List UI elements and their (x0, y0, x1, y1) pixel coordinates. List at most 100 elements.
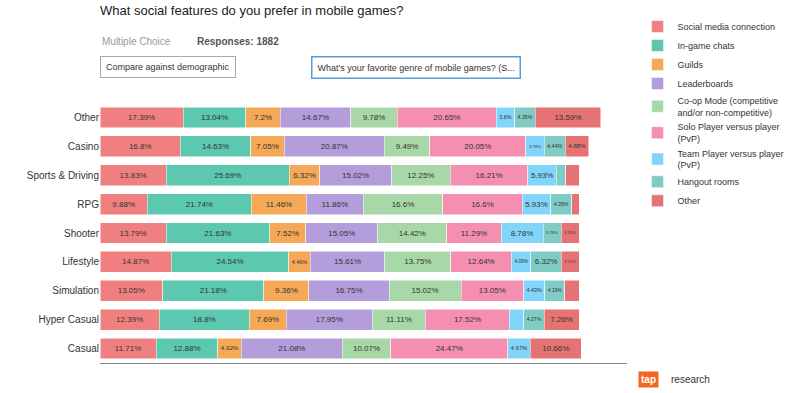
svg-text:Other: Other (678, 196, 701, 206)
svg-text:7.52%: 7.52% (276, 229, 299, 238)
svg-text:In-game chats: In-game chats (678, 41, 736, 51)
svg-text:4.92%: 4.92% (221, 344, 239, 351)
svg-text:21.18%: 21.18% (200, 286, 227, 295)
svg-text:Other: Other (74, 112, 100, 123)
svg-text:12.64%: 12.64% (468, 257, 495, 266)
svg-text:3.8%: 3.8% (499, 114, 511, 120)
svg-text:3.76%: 3.76% (546, 230, 558, 235)
svg-text:11.86%: 11.86% (322, 200, 349, 209)
svg-text:16.21%: 16.21% (476, 171, 503, 180)
svg-text:21.74%: 21.74% (186, 200, 213, 209)
svg-text:What social features do you pr: What social features do you prefer in mo… (100, 3, 404, 18)
svg-text:17.52%: 17.52% (454, 315, 481, 324)
svg-text:24.47%: 24.47% (436, 344, 463, 353)
svg-text:Hyper Casual: Hyper Casual (38, 314, 99, 325)
svg-text:17.95%: 17.95% (316, 315, 343, 324)
svg-text:Multiple Choice: Multiple Choice (102, 36, 171, 47)
svg-text:11.29%: 11.29% (461, 229, 488, 238)
svg-text:16.6%: 16.6% (392, 200, 415, 209)
svg-text:Sports & Driving: Sports & Driving (27, 170, 99, 181)
svg-text:14.42%: 14.42% (399, 229, 426, 238)
svg-text:Co-op Mode (competitiveand/or: Co-op Mode (competitiveand/or non-compet… (678, 96, 779, 118)
svg-text:14.63%: 14.63% (202, 142, 229, 151)
svg-text:11.11%: 11.11% (386, 315, 412, 324)
svg-text:Team Player versus player(PvP): Team Player versus player(PvP) (678, 149, 784, 171)
svg-text:9.78%: 9.78% (363, 113, 386, 122)
svg-text:4.09%: 4.09% (514, 259, 528, 264)
svg-text:10.66%: 10.66% (542, 344, 569, 353)
svg-text:Leaderboards: Leaderboards (678, 79, 734, 89)
svg-text:8.78%: 8.78% (511, 229, 534, 238)
svg-text:3.72%: 3.72% (564, 259, 576, 264)
svg-text:20.05%: 20.05% (464, 142, 491, 151)
svg-text:Simulation: Simulation (52, 285, 99, 296)
svg-text:4.35%: 4.35% (518, 114, 533, 120)
svg-text:4.43%: 4.43% (527, 287, 542, 293)
svg-text:3.76%: 3.76% (564, 230, 576, 235)
svg-text:Guilds: Guilds (678, 60, 704, 70)
svg-text:3.79%: 3.79% (529, 144, 541, 149)
svg-text:15.61%: 15.61% (334, 257, 361, 266)
svg-text:16.75%: 16.75% (335, 286, 362, 295)
svg-text:4.67%: 4.67% (511, 345, 527, 351)
svg-text:16.8%: 16.8% (129, 142, 152, 151)
svg-text:21.63%: 21.63% (204, 229, 231, 238)
svg-text:13.75%: 13.75% (404, 257, 431, 266)
svg-text:6.32%: 6.32% (293, 171, 316, 180)
svg-text:13.04%: 13.04% (201, 113, 228, 122)
svg-text:RPG: RPG (77, 199, 99, 210)
svg-text:11.46%: 11.46% (266, 200, 293, 209)
svg-text:Responses: 1882: Responses: 1882 (197, 36, 279, 47)
svg-text:24.54%: 24.54% (216, 257, 243, 266)
svg-text:21.08%: 21.08% (278, 344, 305, 353)
svg-text:20.87%: 20.87% (321, 142, 348, 151)
svg-text:5.93%: 5.93% (531, 171, 553, 180)
svg-text:Solo Player versus player(PvP): Solo Player versus player(PvP) (678, 122, 780, 144)
svg-text:Compare against demographic: Compare against demographic (106, 62, 230, 72)
svg-text:9.36%: 9.36% (275, 286, 298, 295)
svg-text:4.46%: 4.46% (292, 259, 308, 265)
svg-text:13.05%: 13.05% (118, 286, 145, 295)
svg-text:14.87%: 14.87% (122, 257, 149, 266)
svg-text:4.44%: 4.44% (547, 143, 562, 149)
svg-text:9.88%: 9.88% (112, 200, 135, 209)
svg-text:6.32%: 6.32% (535, 257, 558, 266)
svg-text:15.02%: 15.02% (342, 171, 369, 180)
svg-text:12.25%: 12.25% (407, 171, 434, 180)
svg-text:16.6%: 16.6% (471, 200, 494, 209)
svg-text:5.93%: 5.93% (525, 200, 547, 209)
svg-text:13.83%: 13.83% (120, 171, 147, 180)
svg-text:research: research (671, 374, 710, 385)
svg-text:13.05%: 13.05% (479, 286, 506, 295)
svg-text:15.05%: 15.05% (328, 229, 355, 238)
svg-text:12.88%: 12.88% (173, 344, 200, 353)
svg-text:4.35%: 4.35% (554, 201, 569, 207)
svg-text:13.59%: 13.59% (554, 113, 581, 122)
svg-text:tap: tap (641, 374, 656, 385)
svg-text:7.26%: 7.26% (550, 315, 573, 324)
svg-text:7.05%: 7.05% (256, 142, 279, 151)
svg-text:4.88%: 4.88% (568, 142, 586, 149)
svg-text:10.07%: 10.07% (353, 344, 380, 353)
svg-text:What's your favorite genre of: What's your favorite genre of mobile gam… (318, 63, 515, 73)
svg-text:18.8%: 18.8% (193, 315, 216, 324)
svg-text:Lifestyle: Lifestyle (62, 256, 99, 267)
svg-text:9.49%: 9.49% (396, 142, 419, 151)
svg-text:Casual: Casual (68, 343, 99, 354)
svg-text:Social media connection: Social media connection (678, 22, 776, 32)
svg-text:Casino: Casino (68, 141, 100, 152)
svg-text:12.39%: 12.39% (116, 315, 143, 324)
svg-text:7.69%: 7.69% (257, 315, 280, 324)
svg-text:11.71%: 11.71% (115, 344, 142, 353)
svg-text:Hangout rooms: Hangout rooms (678, 177, 740, 187)
svg-text:14.67%: 14.67% (302, 113, 329, 122)
svg-text:4.19%: 4.19% (548, 288, 563, 293)
svg-text:20.65%: 20.65% (433, 113, 460, 122)
svg-text:7.2%: 7.2% (254, 113, 272, 122)
svg-text:13.79%: 13.79% (119, 229, 146, 238)
svg-text:4.27%: 4.27% (527, 316, 542, 322)
svg-text:Shooter: Shooter (64, 228, 100, 239)
svg-text:15.02%: 15.02% (411, 286, 438, 295)
svg-text:25.69%: 25.69% (214, 171, 241, 180)
svg-text:17.39%: 17.39% (128, 113, 155, 122)
